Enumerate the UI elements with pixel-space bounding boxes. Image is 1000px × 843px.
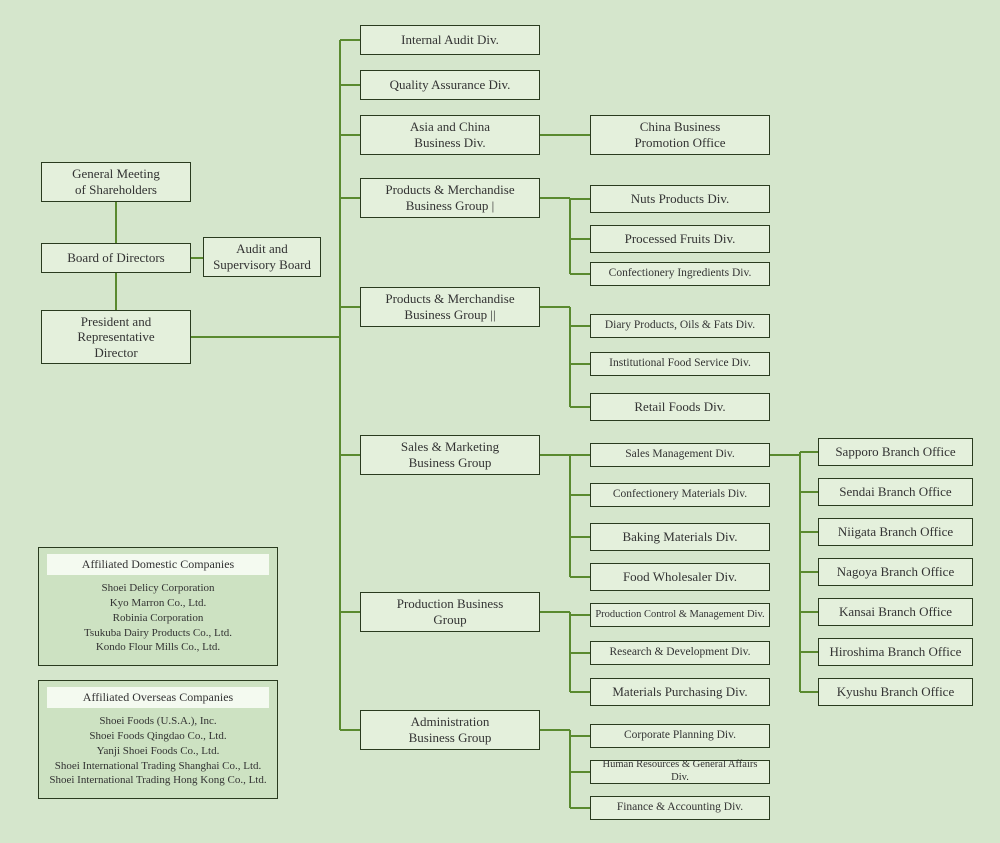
node-div-7: Sales Management Div. [590,443,770,467]
overseas-company: Shoei International Trading Shanghai Co.… [47,759,269,774]
node-div-0: China BusinessPromotion Office [590,115,770,155]
node-div-6: Retail Foods Div. [590,393,770,421]
node-group-pm1: Products & MerchandiseBusiness Group | [360,178,540,218]
node-div-5: Institutional Food Service Div. [590,352,770,376]
node-group-iad: Internal Audit Div. [360,25,540,55]
node-div-2: Processed Fruits Div. [590,225,770,253]
domestic-company: Kondo Flour Mills Co., Ltd. [47,640,269,655]
panel-overseas-title: Affiliated Overseas Companies [47,687,269,708]
node-branch-4: Kansai Branch Office [818,598,973,626]
node-div-3: Confectionery Ingredients Div. [590,262,770,286]
domestic-company: Robinia Corporation [47,611,269,626]
node-div-10: Food Wholesaler Div. [590,563,770,591]
node-div-12: Research & Development Div. [590,641,770,665]
node-branch-5: Hiroshima Branch Office [818,638,973,666]
panel-domestic: Affiliated Domestic Companies Shoei Deli… [38,547,278,666]
node-group-qad: Quality Assurance Div. [360,70,540,100]
node-branch-3: Nagoya Branch Office [818,558,973,586]
node-group-admin: AdministrationBusiness Group [360,710,540,750]
node-branch-2: Niigata Branch Office [818,518,973,546]
domestic-company: Tsukuba Dairy Products Co., Ltd. [47,626,269,641]
overseas-company: Shoei Foods Qingdao Co., Ltd. [47,729,269,744]
node-branch-1: Sendai Branch Office [818,478,973,506]
node-general-meeting: General Meetingof Shareholders [41,162,191,202]
node-div-1: Nuts Products Div. [590,185,770,213]
overseas-company: Shoei Foods (U.S.A.), Inc. [47,714,269,729]
node-branch-6: Kyushu Branch Office [818,678,973,706]
node-div-14: Corporate Planning Div. [590,724,770,748]
domestic-company: Kyo Marron Co., Ltd. [47,596,269,611]
node-group-pm2: Products & MerchandiseBusiness Group || [360,287,540,327]
node-div-15: Human Resources & General Affairs Div. [590,760,770,784]
overseas-company: Yanji Shoei Foods Co., Ltd. [47,744,269,759]
node-group-sales: Sales & MarketingBusiness Group [360,435,540,475]
node-div-16: Finance & Accounting Div. [590,796,770,820]
node-audit-supervisory: Audit andSupervisory Board [203,237,321,277]
node-group-asia: Asia and ChinaBusiness Div. [360,115,540,155]
node-president: President andRepresentativeDirector [41,310,191,364]
panel-domestic-title: Affiliated Domestic Companies [47,554,269,575]
node-div-11: Production Control & Management Div. [590,603,770,627]
node-board-of-directors: Board of Directors [41,243,191,273]
node-div-8: Confectionery Materials Div. [590,483,770,507]
node-group-prod: Production BusinessGroup [360,592,540,632]
domestic-company: Shoei Delicy Corporation [47,581,269,596]
node-div-4: Diary Products, Oils & Fats Div. [590,314,770,338]
node-div-9: Baking Materials Div. [590,523,770,551]
node-div-13: Materials Purchasing Div. [590,678,770,706]
overseas-company: Shoei International Trading Hong Kong Co… [47,773,269,788]
node-branch-0: Sapporo Branch Office [818,438,973,466]
panel-overseas: Affiliated Overseas Companies Shoei Food… [38,680,278,799]
